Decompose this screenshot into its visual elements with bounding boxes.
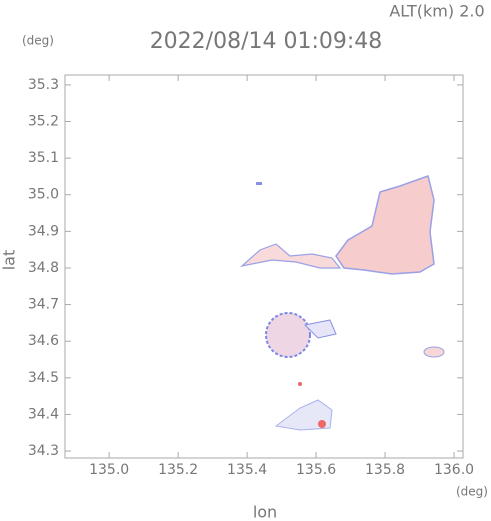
x-tick-label: 136.0 [434, 462, 474, 478]
y-axis-label: lat [0, 250, 19, 271]
y-tick-label: 34.4 [28, 406, 59, 422]
x-unit: (deg) [456, 485, 488, 499]
y-tick-label: 35.2 [28, 114, 59, 130]
echo-blob [303, 319, 337, 339]
y-tick-label: 34.6 [28, 333, 59, 349]
echo-blob [256, 182, 262, 185]
y-tick-label: 35.1 [28, 150, 59, 166]
echo-blob [423, 346, 445, 358]
subtitle: ALT(km) 2.0 [389, 2, 484, 21]
x-tick-label: 135.4 [227, 462, 267, 478]
echo-blob [274, 399, 333, 431]
y-tick-label: 35.0 [28, 187, 59, 203]
x-tick-label: 135.2 [158, 462, 198, 478]
x-tick-label: 135.8 [365, 462, 405, 478]
chart-title: 2022/08/14 01:09:48 [150, 29, 383, 54]
y-tick-label: 34.8 [28, 260, 59, 276]
y-unit: (deg) [22, 34, 54, 48]
y-tick-label: 34.3 [28, 443, 59, 459]
echo-blob [298, 382, 302, 386]
y-tick-label: 34.5 [28, 370, 59, 386]
echo-blob [335, 175, 435, 275]
y-tick-label: 34.9 [28, 223, 59, 239]
echo-blob [265, 312, 311, 358]
echo-field [239, 175, 445, 431]
echo-blob [318, 420, 326, 428]
x-tick-label: 135.0 [89, 462, 129, 478]
y-tick-label: 34.7 [28, 297, 59, 313]
x-tick-label: 135.6 [296, 462, 336, 478]
y-tick-label: 35.3 [28, 77, 59, 93]
x-axis-label: lon [253, 503, 277, 521]
echo-blob [239, 243, 342, 269]
plot-frame [64, 74, 464, 459]
